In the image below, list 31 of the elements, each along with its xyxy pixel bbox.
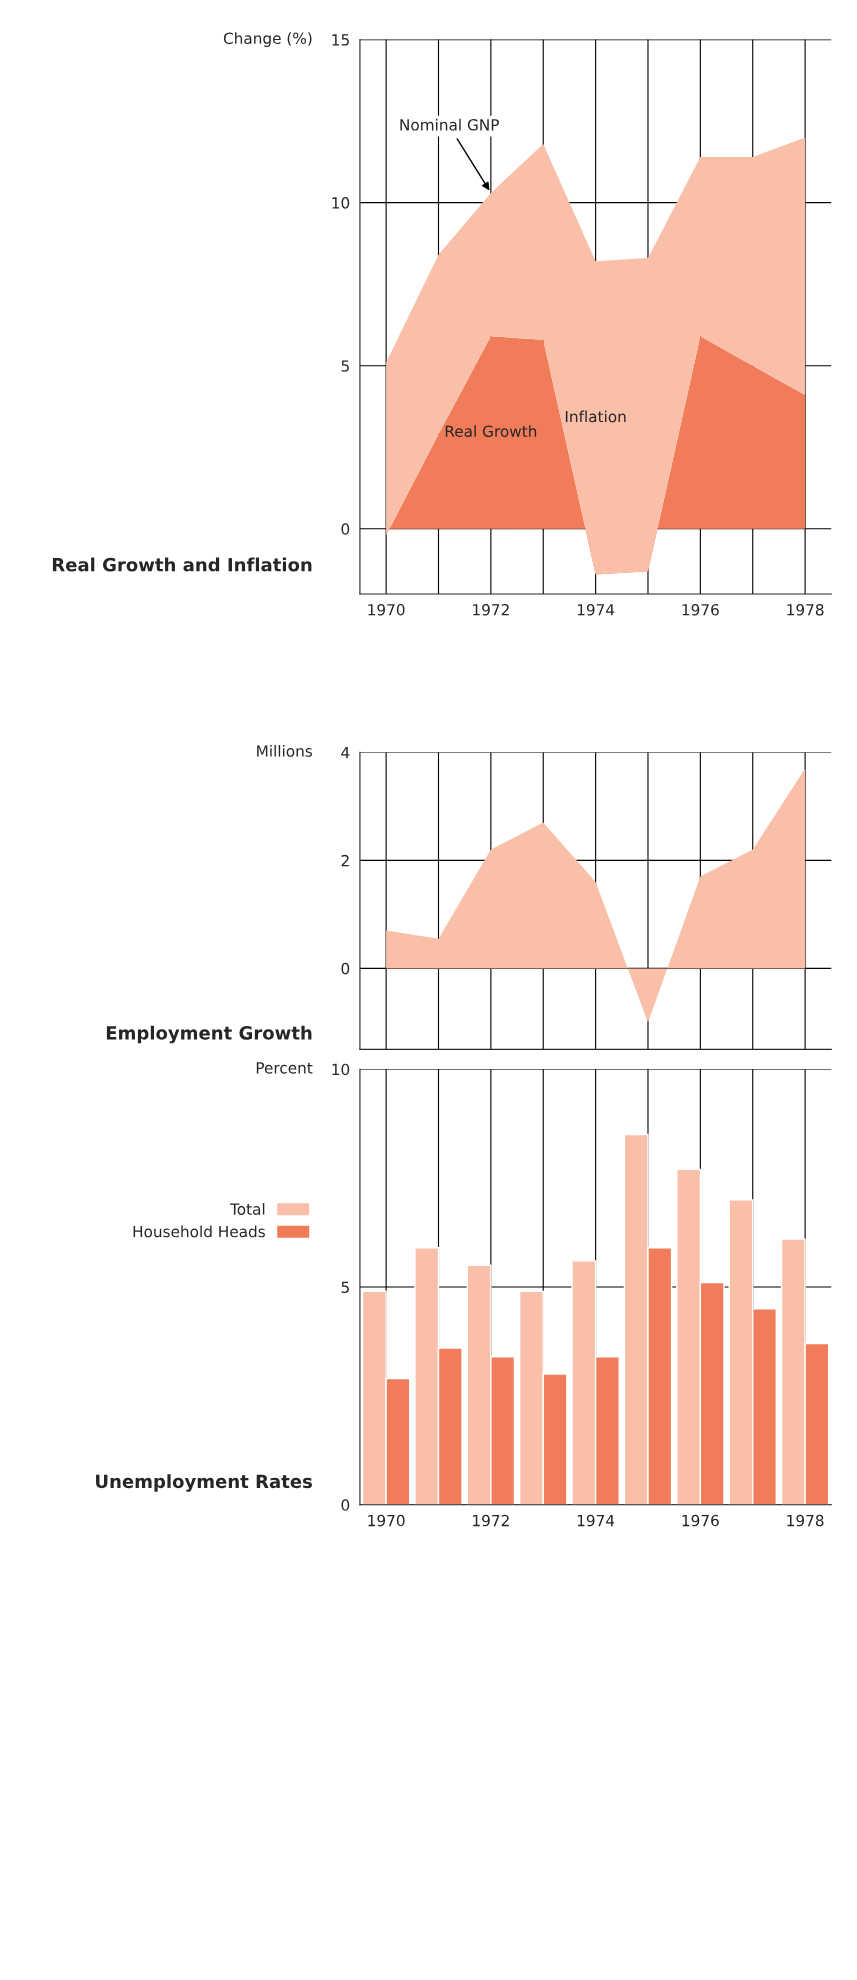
text: Employment Growth	[106, 1025, 312, 1044]
text: Unemployment Rates	[96, 1474, 312, 1492]
legend-label: Household Heads	[133, 1225, 265, 1238]
x-tick-label: 1974	[577, 1514, 615, 1527]
x-tick-label: 1972	[473, 1514, 509, 1527]
series-label: Inflation	[565, 410, 626, 423]
y-tick-label: 0	[341, 1499, 350, 1511]
x-tick-label: 1970	[368, 1514, 405, 1527]
y-tick-label: 4	[341, 747, 350, 759]
y-tick-label: 5	[341, 360, 349, 372]
y-tick-label: 0	[341, 962, 350, 975]
series-label: Real Growth	[445, 425, 537, 437]
y-tick-label: 0	[341, 523, 350, 535]
y-axis-title: Change (%)	[223, 32, 312, 47]
text: Real Growth and Inflation	[52, 557, 312, 572]
x-tick-label: 1978	[787, 603, 824, 616]
x-tick-label: 1970	[368, 603, 405, 616]
y-axis-title: Percent	[256, 1062, 313, 1074]
x-tick-label: 1972	[473, 603, 509, 616]
x-tick-label: 1976	[682, 603, 719, 616]
annotation: Nominal GNP	[400, 118, 499, 131]
x-tick-label: 1976	[682, 1514, 719, 1527]
y-axis-title: Millions	[257, 745, 313, 757]
x-tick-label: 1974	[577, 603, 615, 616]
y-tick-label: 5	[341, 1281, 349, 1294]
y-tick-label: 10	[332, 1063, 350, 1076]
x-tick-label: 1978	[787, 1514, 824, 1527]
legend-label: Total	[229, 1203, 265, 1215]
y-tick-label: 10	[332, 197, 350, 209]
y-tick-label: 15	[332, 34, 349, 46]
y-tick-label: 2	[341, 854, 349, 867]
